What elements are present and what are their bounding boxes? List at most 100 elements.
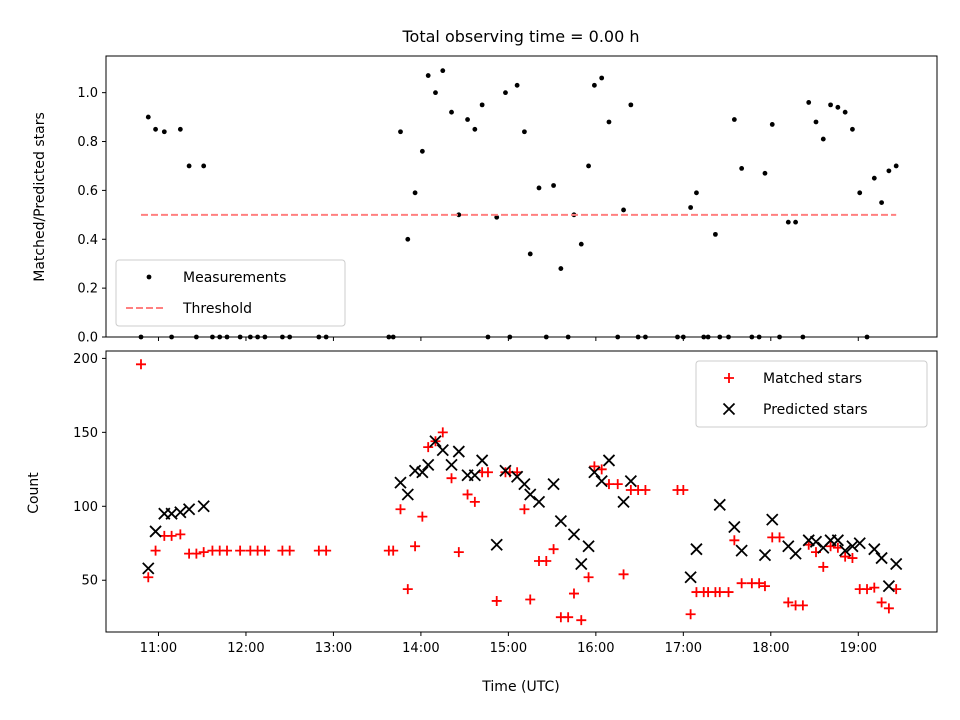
predicted-stars-point [595, 475, 608, 488]
predicted-stars-point [735, 544, 748, 557]
x-tick-label: 13:00 [315, 641, 352, 656]
matched-stars-point [235, 545, 246, 556]
predicted-stars-point [490, 538, 503, 551]
predicted-stars-point [853, 537, 866, 550]
matched-stars-point [462, 489, 473, 500]
measurement-point [536, 185, 542, 191]
matched-stars-point [395, 504, 406, 515]
matched-stars-point [869, 582, 880, 593]
predicted-stars-point [617, 495, 630, 508]
measurement-point [688, 205, 694, 210]
legend-entry-label: Matched stars [763, 371, 862, 387]
bottom-y-axis-label: Count [26, 472, 42, 514]
matched-stars-point [437, 427, 448, 438]
predicted-stars-point [868, 543, 881, 556]
measurement-point [871, 175, 877, 181]
matched-stars-point [284, 545, 295, 556]
measurement-point [472, 126, 478, 132]
bottom-panel: 50 100 150 200 11:00 12:00 13:00 14:00 15:00 16:0… [73, 350, 938, 656]
top-panel: 0.0 0.2 0.4 0.6 0.8 1.0 Measurements Threshold [77, 55, 938, 346]
predicted-stars-point [518, 477, 531, 491]
measurement-point [161, 129, 167, 135]
matched-stars-point [783, 597, 794, 608]
matched-stars-point [410, 541, 421, 552]
matched-stars-point [143, 572, 154, 583]
bottom-axes-frame [105, 350, 938, 633]
top-y-tick-label: 1.0 [77, 86, 98, 101]
x-tick-label: 19:00 [840, 641, 877, 656]
measurement-point [522, 129, 527, 135]
measurement-point [186, 163, 192, 169]
measurement-point [599, 75, 605, 81]
top-y-axis-label: Matched/Predicted stars [32, 112, 48, 282]
top-chart-title: Total observing time = 0.00 h [401, 27, 639, 46]
matched-stars-point [876, 597, 887, 608]
predicted-stars-point [452, 445, 465, 458]
matched-stars-point [736, 578, 747, 589]
measurement-point [739, 166, 745, 171]
matched-stars-point [714, 587, 725, 598]
top-y-tick-label: 0.8 [77, 135, 98, 150]
matched-stars-point [446, 473, 457, 484]
predicted-stars-point [422, 458, 435, 472]
matched-stars-point [774, 532, 785, 543]
matched-stars-point [589, 461, 600, 472]
measurement-point [606, 119, 612, 125]
predicted-stars-point [554, 514, 567, 528]
measurement-point [405, 236, 411, 242]
bottom-series-matched-stars [135, 359, 902, 626]
matched-stars-point [847, 553, 858, 564]
matched-stars-point [135, 359, 146, 370]
measurement-point [153, 126, 158, 132]
bottom-y-tick-label: 100 [73, 500, 98, 515]
x-tick-label: 15:00 [490, 641, 527, 656]
predicted-stars-point [174, 506, 187, 519]
bottom-legend: Matched stars Predicted stars [695, 360, 928, 428]
legend-predicted-swatch [722, 402, 736, 416]
matched-stars-point [519, 504, 530, 515]
measurement-point [893, 163, 899, 169]
matched-stars-point [723, 587, 734, 598]
matched-stars-point [563, 612, 574, 623]
predicted-stars-point [602, 454, 616, 467]
predicted-stars-point [575, 557, 588, 571]
measurement-point [731, 117, 737, 122]
matched-stars-point [618, 569, 629, 580]
measurement-point [398, 129, 403, 135]
matched-stars-point [482, 467, 493, 478]
predicted-stars-point [416, 466, 429, 479]
matched-stars-point [222, 545, 233, 556]
legend-entry-label: Predicted stars [763, 402, 868, 418]
matched-stars-point [685, 609, 696, 620]
matched-stars-point [576, 615, 587, 626]
measurement-point [828, 102, 833, 108]
measurement-point [835, 104, 841, 110]
predicted-stars-point [684, 571, 697, 584]
top-y-tick-label: 0.4 [77, 233, 98, 248]
matched-stars-point [469, 496, 480, 507]
measurement-point [857, 190, 863, 196]
x-tick-label: 17:00 [665, 641, 702, 656]
matched-stars-point [191, 548, 202, 559]
predicted-stars-point [149, 525, 162, 538]
predicted-stars-point [476, 454, 489, 467]
measurement-point [886, 168, 892, 174]
bottom-series-predicted-stars [142, 435, 903, 593]
matched-stars-point [825, 541, 836, 552]
legend-matched-swatch [724, 373, 734, 383]
predicted-stars-point [468, 469, 481, 482]
matched-stars-point [729, 535, 740, 546]
x-tick-label: 12:00 [227, 641, 264, 656]
predicted-stars-point [394, 476, 407, 489]
matched-stars-point [678, 485, 689, 496]
legend-entry-label: Threshold [182, 301, 252, 317]
measurement-point [850, 126, 855, 132]
predicted-stars-point [839, 544, 852, 557]
measurement-point [621, 207, 626, 213]
matched-stars-point [612, 479, 623, 490]
matched-stars-point [321, 545, 332, 556]
bottom-y-tick-label: 200 [73, 352, 98, 367]
x-tick-label: 16:00 [577, 641, 614, 656]
matched-stars-point [759, 581, 770, 592]
